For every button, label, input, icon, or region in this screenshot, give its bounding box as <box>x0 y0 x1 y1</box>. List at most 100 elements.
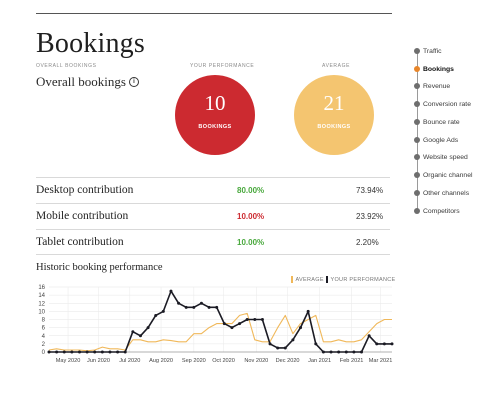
nav-dot <box>414 137 420 143</box>
legend-average-label: AVERAGE <box>295 276 324 283</box>
data-point <box>207 305 211 309</box>
y-tick-label: 10 <box>38 309 45 315</box>
chart-title: Historic booking performance <box>36 262 163 273</box>
data-point <box>268 342 272 346</box>
data-point <box>215 305 219 309</box>
x-tick-label: Oct 2020 <box>212 358 235 364</box>
x-tick-label: Sep 2020 <box>182 358 206 364</box>
nav-item-website-speed[interactable]: Website speed <box>408 150 498 164</box>
nav-dot <box>414 48 420 54</box>
x-tick-label: Jul 2020 <box>119 358 140 364</box>
overall-bookings-heading: Overall bookings i <box>36 74 139 90</box>
series-line-average <box>48 312 392 352</box>
info-icon[interactable]: i <box>128 77 139 87</box>
y-tick-label: 2 <box>42 342 46 348</box>
nav-dot <box>414 154 420 160</box>
nav-item-organic-channel[interactable]: Organic channel <box>408 168 498 182</box>
data-point <box>375 342 379 346</box>
overall-bookings-overline: OVERALL BOOKINGS <box>36 63 97 69</box>
nav-dot <box>414 83 420 89</box>
nav-item-bookings[interactable]: Bookings <box>408 62 498 76</box>
nav-item-label: Google Ads <box>423 136 459 144</box>
nav-item-revenue[interactable]: Revenue <box>408 79 498 93</box>
legend-average-swatch <box>291 276 293 283</box>
data-point <box>62 350 66 354</box>
y-tick-label: 8 <box>42 318 46 324</box>
average-bookings-circle: 21 BOOKINGS <box>294 75 374 155</box>
data-point <box>283 346 287 350</box>
legend-your-performance-label: YOUR PERFORMANCE <box>330 276 396 283</box>
data-point <box>184 305 188 309</box>
data-point <box>100 350 104 354</box>
x-tick-label: Nov 2020 <box>244 358 268 364</box>
side-navigation: Traffic Bookings Revenue Conversion rate… <box>408 44 498 220</box>
contribution-label: Mobile contribution <box>36 210 129 222</box>
data-point <box>222 322 226 326</box>
contribution-label: Desktop contribution <box>36 184 134 196</box>
data-point <box>260 318 264 321</box>
contribution-average-value: 73.94% <box>356 186 384 195</box>
data-point <box>85 350 89 354</box>
nav-dot <box>414 208 420 214</box>
x-tick-label: Jun 2020 <box>87 358 110 364</box>
nav-item-bounce-rate[interactable]: Bounce rate <box>408 115 498 129</box>
your-performance-overline: YOUR PERFORMANCE <box>190 63 255 69</box>
contribution-average-value: 2.20% <box>356 238 379 247</box>
nav-item-traffic[interactable]: Traffic <box>408 44 498 58</box>
nav-item-competitors[interactable]: Competitors <box>408 204 498 218</box>
contribution-your-value: 10.00% <box>237 212 265 221</box>
average-bookings-label: BOOKINGS <box>317 124 351 130</box>
nav-dot <box>414 190 420 196</box>
x-tick-label: Mar 2021 <box>369 358 393 364</box>
nav-timeline-line <box>417 50 418 210</box>
data-point <box>131 330 135 334</box>
data-point <box>138 334 142 338</box>
data-point <box>352 350 356 354</box>
nav-item-label: Traffic <box>423 47 442 55</box>
data-point <box>291 338 295 342</box>
legend-average: AVERAGE <box>291 276 324 283</box>
x-tick-label: May 2020 <box>56 358 81 364</box>
data-point <box>276 346 280 350</box>
nav-item-conversion-rate[interactable]: Conversion rate <box>408 97 498 111</box>
data-point <box>123 350 127 354</box>
nav-item-label: Competitors <box>423 207 460 215</box>
contribution-table-bottom-divider <box>36 254 390 255</box>
data-point <box>199 301 203 305</box>
nav-item-other-channels[interactable]: Other channels <box>408 186 498 200</box>
nav-dot <box>414 119 420 125</box>
legend-your-performance-swatch <box>326 276 328 283</box>
data-point <box>169 289 173 293</box>
nav-item-label: Revenue <box>423 82 451 90</box>
data-point <box>360 350 364 354</box>
data-point <box>329 350 333 354</box>
average-overline: AVERAGE <box>322 63 351 69</box>
y-tick-label: 4 <box>42 334 46 340</box>
top-divider <box>36 13 392 14</box>
data-point <box>230 326 234 330</box>
contribution-row-tablet: Tablet contribution 10.00% 2.20% <box>36 229 390 255</box>
nav-item-label: Bookings <box>423 65 454 73</box>
data-point <box>337 350 341 354</box>
x-tick-label: Dec 2020 <box>276 358 300 364</box>
x-tick-label: Aug 2020 <box>149 358 173 364</box>
data-point <box>77 350 81 354</box>
contribution-your-value: 10.00% <box>237 238 265 247</box>
your-bookings-value: 10 <box>204 91 226 115</box>
nav-item-label: Website speed <box>423 153 468 161</box>
overall-bookings-label: Overall bookings <box>36 74 126 89</box>
data-point <box>238 322 242 326</box>
data-point <box>55 350 59 354</box>
contribution-row-desktop: Desktop contribution 80.00% 73.94% <box>36 177 390 203</box>
nav-dot <box>414 101 420 107</box>
nav-item-label: Organic channel <box>423 171 473 179</box>
page-title: Bookings <box>36 28 145 59</box>
nav-item-label: Bounce rate <box>423 118 460 126</box>
x-tick-label: Feb 2021 <box>340 358 364 364</box>
nav-item-google-ads[interactable]: Google Ads <box>408 133 498 147</box>
y-tick-label: 12 <box>38 301 45 307</box>
data-point <box>177 301 181 305</box>
your-bookings-label: BOOKINGS <box>198 124 232 130</box>
contribution-your-value: 80.00% <box>237 186 265 195</box>
data-point <box>344 350 348 354</box>
